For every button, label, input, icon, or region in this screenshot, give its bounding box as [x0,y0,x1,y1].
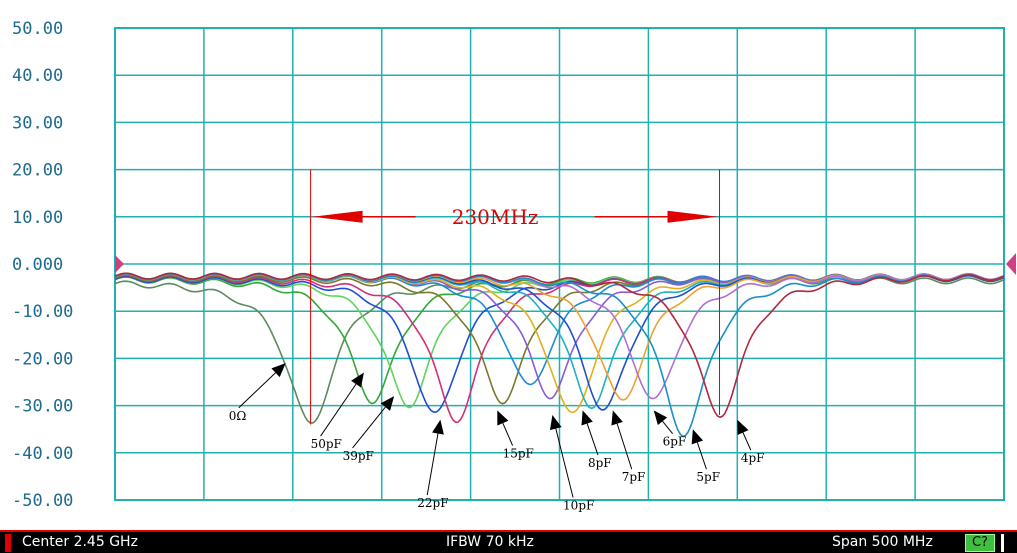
y-tick-label: -40.00 [12,444,73,464]
annotation-label: 6pF [663,435,687,449]
frequency-span[interactable]: Span 500 MHz [832,534,933,550]
traces [114,272,1005,438]
annotation-arrow-shaft [238,372,276,409]
bandwidth-arrow-right [667,210,718,223]
center-frequency[interactable]: Center 2.45 GHz [22,534,138,550]
grid [114,27,1005,501]
annotation-arrow-head [351,372,364,388]
y-tick-label: 50.00 [12,19,63,39]
annotation-arrow-shaft [502,422,514,446]
reference-markers [115,253,1016,275]
y-tick-label: 0.000 [12,255,63,275]
channel-indicator[interactable]: C? [965,534,995,552]
annotation-arrow-head [432,419,444,435]
annotation-label: 5pF [696,470,720,484]
annotation-arrow-head [653,410,668,425]
if-bandwidth[interactable]: IFBW 70 kHz [446,534,534,550]
y-tick-label: -10.00 [12,302,73,322]
annotation-arrow-shaft [426,433,439,496]
annotation-label: 22pF [417,496,448,510]
annotation-arrow-head [271,363,286,378]
trace-line [114,272,1005,419]
y-tick-label: -50.00 [12,491,73,511]
annotation-label: 0Ω [229,409,247,423]
status-end-marker [1001,534,1004,552]
annotation-arrow-head [549,415,562,431]
annotation-arrow-head [380,396,395,411]
annotation-label: 4pF [741,451,765,465]
annotation-arrow-head [737,419,749,435]
y-tick-label: 40.00 [12,66,63,86]
annotation-arrow-shaft [352,406,386,449]
y-tick-label: -20.00 [12,349,73,369]
annotation-arrow-shaft [662,420,674,435]
active-channel-tab[interactable] [5,534,11,552]
annotation-label: 50pF [311,437,342,451]
y-tick-label: 30.00 [12,113,63,133]
y-axis-ticks: 50.00 40.00 30.00 20.00 10.00 0.000 -10.00 -20.… [12,19,73,511]
annotation-arrow-shaft [555,428,574,498]
reference-marker-right[interactable] [1006,253,1016,275]
annotation-label: 8pF [588,456,612,470]
annotation-arrow-shaft [696,442,707,470]
annotation-label: 10pF [563,498,594,512]
annotation-arrow-shaft [742,432,752,451]
status-bar: Center 2.45 GHz IFBW 70 kHz Span 500 MHz… [0,530,1017,553]
annotation-arrow-head [497,410,509,426]
annotation-arrow-head [611,410,623,426]
y-tick-label: -30.00 [12,397,73,417]
annotation-label: 15pF [503,447,534,461]
annotation-arrow-head [691,429,704,445]
annotation-arrow-shaft [616,423,633,470]
y-tick-label: 20.00 [12,161,63,181]
annotation-arrow-shaft [320,383,357,437]
bandwidth-arrow-left [312,210,363,223]
annotation-label: 7pF [622,470,646,484]
y-tick-label: 10.00 [12,208,63,228]
annotation-label: 39pF [343,449,374,463]
bandwidth-annotation: 230MHz [310,169,721,425]
reference-marker-left[interactable] [115,255,124,273]
annotation-arrow-head [581,410,593,426]
bandwidth-label: 230MHz [452,205,539,229]
annotation-arrow-shaft [586,423,599,456]
